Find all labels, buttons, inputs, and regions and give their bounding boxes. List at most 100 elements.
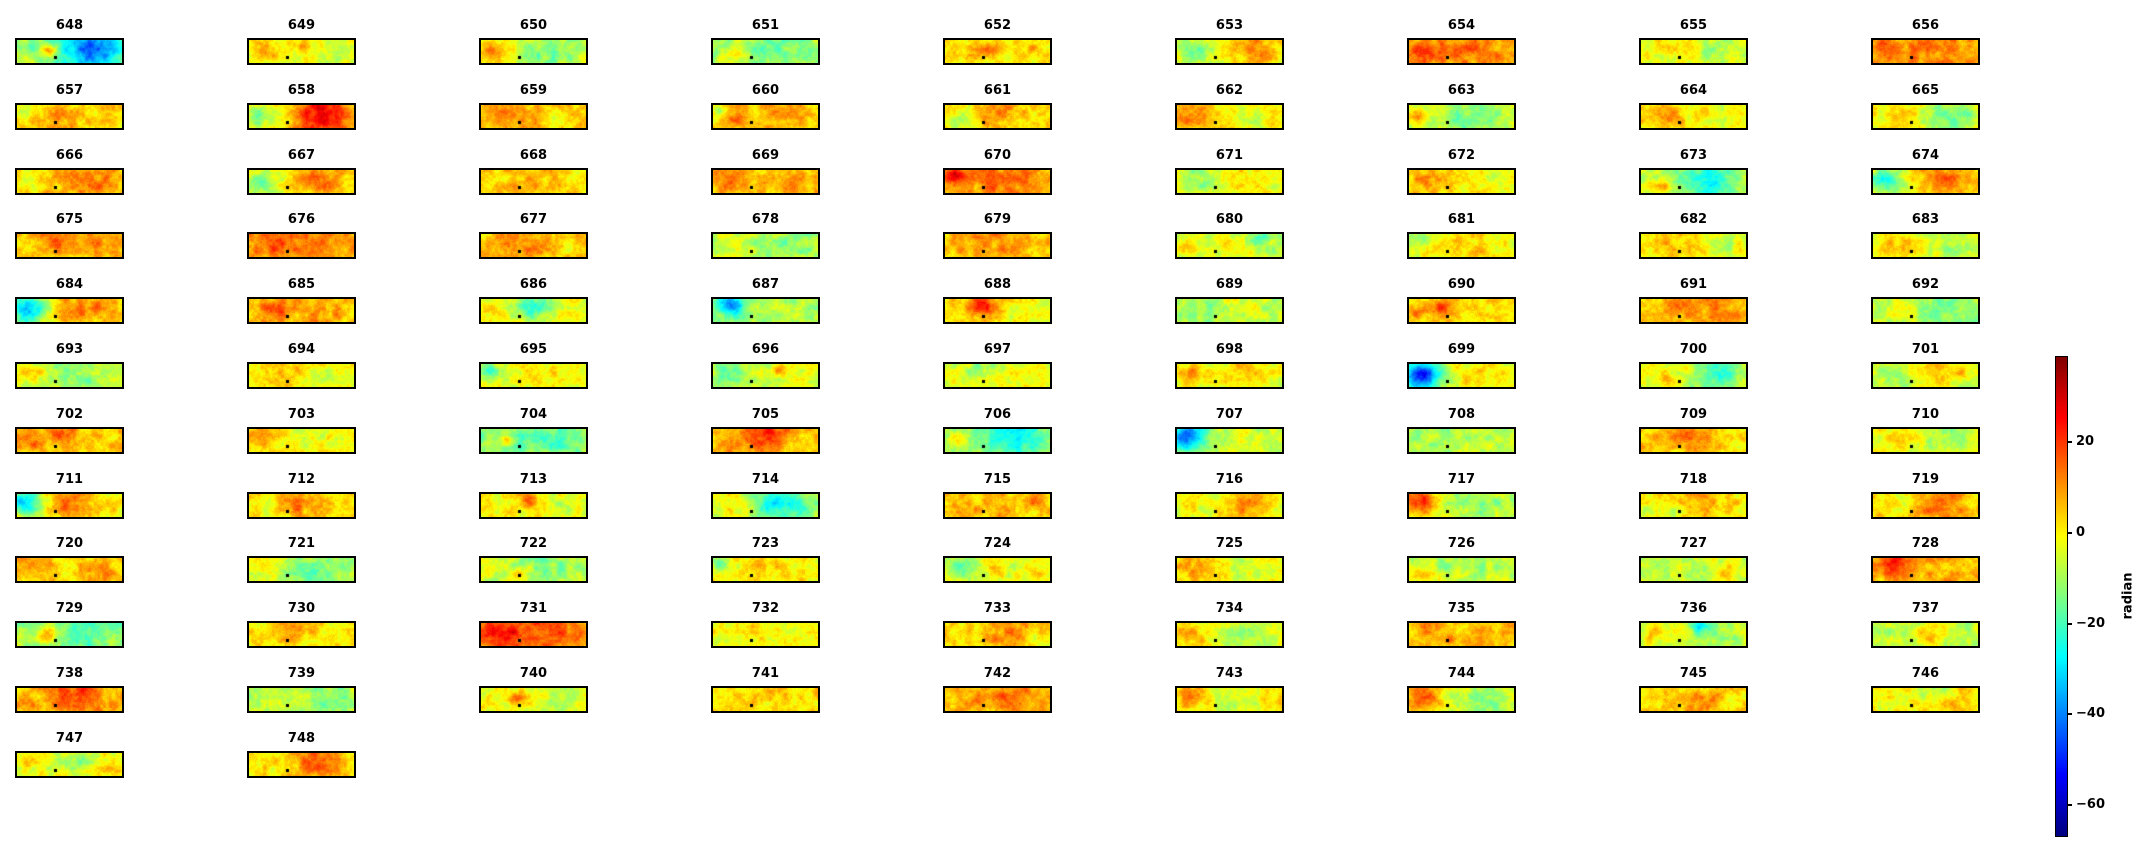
heatmap-frame xyxy=(1871,492,1980,519)
heatmap-canvas-684 xyxy=(17,299,122,322)
heatmap-canvas-693 xyxy=(17,364,122,387)
heatmap-canvas-707 xyxy=(1177,429,1282,452)
panel-title: 693 xyxy=(55,342,84,357)
heatmap-canvas-702 xyxy=(17,429,122,452)
heatmap-canvas-730 xyxy=(249,623,354,646)
heatmap-frame xyxy=(711,38,820,65)
heatmap-canvas-720 xyxy=(17,558,122,581)
panel-title: 656 xyxy=(1911,18,1940,33)
panel-title: 743 xyxy=(1215,666,1244,681)
heatmap-frame xyxy=(1871,297,1980,324)
heatmap-canvas-748 xyxy=(249,753,354,776)
panel-title: 711 xyxy=(55,472,84,487)
heatmap-frame xyxy=(1407,103,1516,130)
heatmap-frame xyxy=(15,492,124,519)
heatmap-frame xyxy=(1407,621,1516,648)
panel-title: 687 xyxy=(751,277,780,292)
heatmap-frame xyxy=(1639,232,1748,259)
heatmap-frame xyxy=(247,103,356,130)
heatmap-frame xyxy=(711,427,820,454)
heatmap-canvas-714 xyxy=(713,494,818,517)
heatmap-frame xyxy=(1407,168,1516,195)
heatmap-frame xyxy=(711,168,820,195)
heatmap-canvas-666 xyxy=(17,170,122,193)
heatmap-canvas-654 xyxy=(1409,40,1514,63)
heatmap-canvas-739 xyxy=(249,688,354,711)
panel-title: 707 xyxy=(1215,407,1244,422)
panel-title: 683 xyxy=(1911,212,1940,227)
colorbar-tick-label: 0 xyxy=(2076,525,2086,540)
heatmap-canvas-712 xyxy=(249,494,354,517)
panel-title: 682 xyxy=(1679,212,1708,227)
panel-title: 726 xyxy=(1447,536,1476,551)
panel-title: 732 xyxy=(751,601,780,616)
heatmap-frame xyxy=(479,427,588,454)
panel-title: 661 xyxy=(983,83,1012,98)
panel-title: 717 xyxy=(1447,472,1476,487)
heatmap-frame xyxy=(943,427,1052,454)
heatmap-frame xyxy=(15,232,124,259)
heatmap-canvas-701 xyxy=(1873,364,1978,387)
heatmap-frame xyxy=(1639,362,1748,389)
heatmap-frame xyxy=(1175,38,1284,65)
heatmap-frame xyxy=(1175,621,1284,648)
heatmap-canvas-686 xyxy=(481,299,586,322)
heatmap-frame xyxy=(247,427,356,454)
panel-title: 665 xyxy=(1911,83,1940,98)
heatmap-frame xyxy=(1175,556,1284,583)
heatmap-canvas-699 xyxy=(1409,364,1514,387)
panel-title: 710 xyxy=(1911,407,1940,422)
heatmap-frame xyxy=(479,232,588,259)
heatmap-canvas-700 xyxy=(1641,364,1746,387)
panel-title: 721 xyxy=(287,536,316,551)
heatmap-frame xyxy=(711,232,820,259)
heatmap-frame xyxy=(1407,232,1516,259)
panel-title: 663 xyxy=(1447,83,1476,98)
heatmap-canvas-656 xyxy=(1873,40,1978,63)
heatmap-frame xyxy=(1639,686,1748,713)
colorbar-tick-label: −20 xyxy=(2076,616,2105,631)
panel-title: 651 xyxy=(751,18,780,33)
panel-title: 740 xyxy=(519,666,548,681)
panel-title: 720 xyxy=(55,536,84,551)
heatmap-canvas-659 xyxy=(481,105,586,128)
heatmap-canvas-675 xyxy=(17,234,122,257)
panel-title: 733 xyxy=(983,601,1012,616)
panel-title: 742 xyxy=(983,666,1012,681)
heatmap-frame xyxy=(1639,621,1748,648)
heatmap-canvas-713 xyxy=(481,494,586,517)
panel-title: 662 xyxy=(1215,83,1244,98)
heatmap-canvas-676 xyxy=(249,234,354,257)
panel-title: 650 xyxy=(519,18,548,33)
heatmap-canvas-678 xyxy=(713,234,818,257)
panel-title: 713 xyxy=(519,472,548,487)
heatmap-frame xyxy=(1871,362,1980,389)
heatmap-canvas-722 xyxy=(481,558,586,581)
heatmap-canvas-736 xyxy=(1641,623,1746,646)
heatmap-frame xyxy=(943,297,1052,324)
heatmap-frame xyxy=(1871,38,1980,65)
heatmap-frame xyxy=(479,38,588,65)
heatmap-frame xyxy=(1175,362,1284,389)
heatmap-frame xyxy=(943,556,1052,583)
heatmap-frame xyxy=(1175,427,1284,454)
heatmap-frame xyxy=(943,686,1052,713)
panel-title: 745 xyxy=(1679,666,1708,681)
heatmap-canvas-711 xyxy=(17,494,122,517)
panel-title: 704 xyxy=(519,407,548,422)
heatmap-canvas-703 xyxy=(249,429,354,452)
heatmap-canvas-737 xyxy=(1873,623,1978,646)
heatmap-frame xyxy=(1639,427,1748,454)
heatmap-canvas-744 xyxy=(1409,688,1514,711)
heatmap-canvas-689 xyxy=(1177,299,1282,322)
panel-title: 708 xyxy=(1447,407,1476,422)
panel-title: 747 xyxy=(55,731,84,746)
heatmap-canvas-715 xyxy=(945,494,1050,517)
panel-title: 669 xyxy=(751,148,780,163)
heatmap-canvas-680 xyxy=(1177,234,1282,257)
heatmap-frame xyxy=(711,362,820,389)
heatmap-frame xyxy=(1175,297,1284,324)
heatmap-frame xyxy=(247,362,356,389)
panel-title: 675 xyxy=(55,212,84,227)
heatmap-canvas-687 xyxy=(713,299,818,322)
